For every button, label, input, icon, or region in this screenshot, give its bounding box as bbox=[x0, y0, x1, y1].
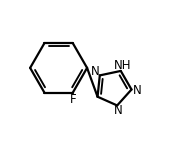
Text: N: N bbox=[114, 104, 123, 117]
Text: N: N bbox=[133, 84, 141, 97]
Text: N: N bbox=[91, 65, 100, 78]
Text: F: F bbox=[70, 93, 77, 106]
Text: NH: NH bbox=[114, 59, 132, 72]
